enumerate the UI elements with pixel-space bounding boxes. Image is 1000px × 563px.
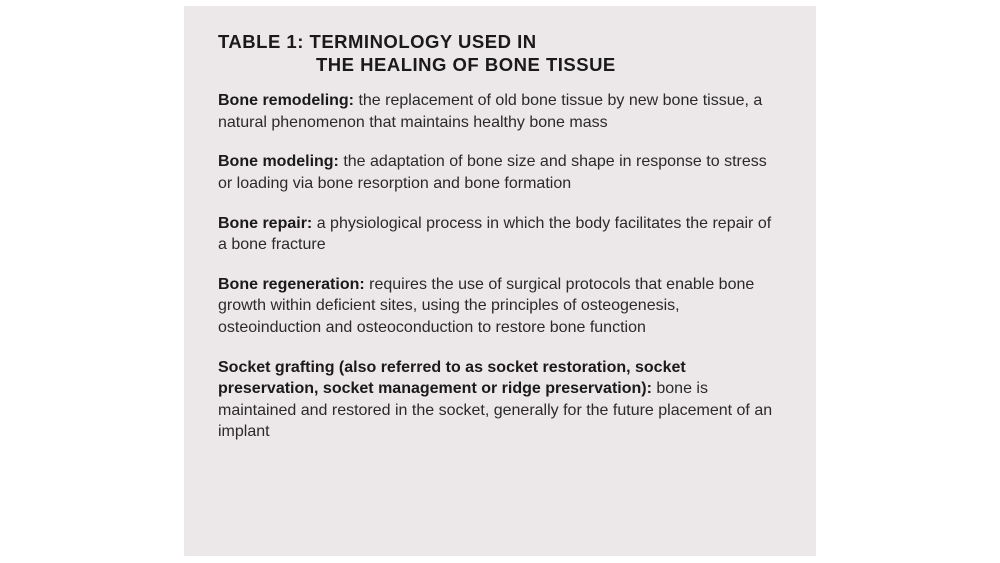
entry-bone-remodeling: Bone remodeling: the replacement of old … [218,90,782,133]
entry-bone-repair: Bone repair: a physiological process in … [218,213,782,256]
title-line-2: the healing of bone tissue [218,53,782,76]
entry-socket-grafting: Socket grafting (also referred to as soc… [218,357,782,443]
term: Bone modeling: [218,153,339,170]
term: Bone regeneration: [218,276,365,293]
terminology-panel: Table 1: Terminology used in the healing… [184,6,816,556]
entry-bone-modeling: Bone modeling: the adaptation of bone si… [218,151,782,194]
term: Socket grafting (also referred to as soc… [218,359,686,398]
title-line-1: Table 1: Terminology used in [218,30,782,53]
table-title: Table 1: Terminology used in the healing… [218,30,782,76]
entry-bone-regeneration: Bone regeneration: requires the use of s… [218,274,782,339]
term: Bone repair: [218,215,312,232]
term: Bone remodeling: [218,92,354,109]
